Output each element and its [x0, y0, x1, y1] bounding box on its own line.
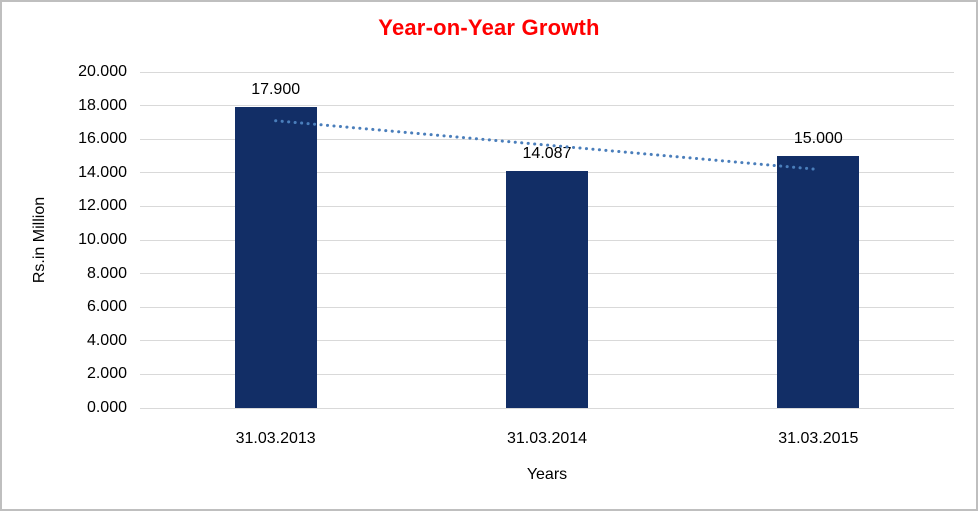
- bar: [506, 171, 588, 408]
- bar-value-label: 15.000: [793, 130, 843, 147]
- y-tick-label: 18.000: [78, 96, 127, 114]
- x-axis-title: Years: [526, 466, 568, 483]
- y-tick-label: 10.000: [78, 231, 127, 248]
- bar: [234, 107, 317, 408]
- x-tick-label: 31.03.2013: [235, 430, 316, 447]
- gridline: [140, 71, 954, 73]
- y-tick-label: 14.000: [78, 163, 127, 181]
- x-tick-label: 31.03.2015: [778, 430, 859, 447]
- chart-title: Year-on-Year Growth: [378, 15, 600, 40]
- gridline: [140, 407, 954, 409]
- y-tick-label: 20.000: [78, 63, 127, 80]
- gridline: [140, 105, 954, 107]
- x-tick-label: 31.03.2014: [506, 430, 588, 447]
- y-tick-label: 2.000: [86, 365, 127, 383]
- y-tick-label: 0.000: [86, 399, 127, 416]
- y-tick-label: 8.000: [86, 264, 127, 282]
- y-tick-label: 16.000: [78, 130, 127, 148]
- y-tick-label: 4.000: [86, 331, 127, 349]
- bar-value-label: 17.900: [251, 81, 301, 99]
- bar-value-label: 14.087: [522, 145, 572, 163]
- bar: [777, 156, 860, 408]
- y-tick-label: 12.000: [78, 197, 127, 215]
- y-tick-label: 6.000: [86, 298, 127, 316]
